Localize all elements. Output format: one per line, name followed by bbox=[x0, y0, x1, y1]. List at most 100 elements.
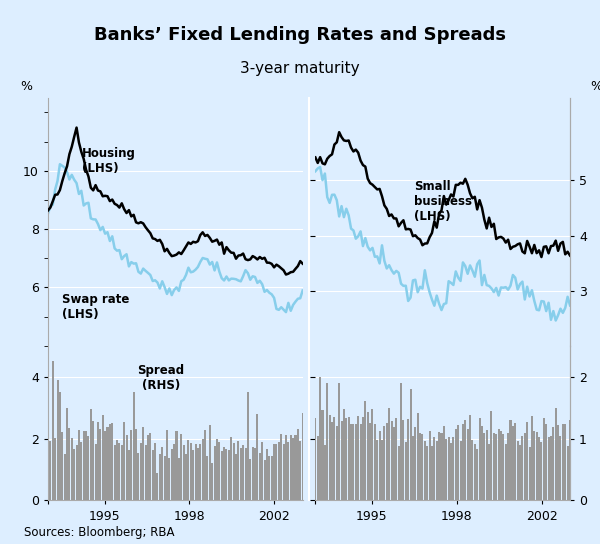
Bar bbox=[157, 473, 158, 500]
Bar bbox=[145, 445, 146, 500]
Bar bbox=[476, 449, 478, 500]
Bar bbox=[192, 450, 194, 500]
Text: Small
business
(LHS): Small business (LHS) bbox=[415, 181, 472, 224]
Bar bbox=[393, 427, 395, 500]
Bar bbox=[204, 430, 206, 500]
Bar bbox=[100, 429, 101, 500]
Bar bbox=[569, 421, 571, 500]
Bar bbox=[524, 433, 526, 500]
Bar bbox=[566, 446, 569, 500]
Bar bbox=[166, 430, 168, 500]
Bar bbox=[431, 446, 433, 500]
Bar bbox=[123, 422, 125, 500]
Bar bbox=[83, 431, 85, 500]
Bar bbox=[400, 383, 402, 500]
Bar bbox=[331, 422, 333, 500]
Bar bbox=[106, 428, 109, 500]
Bar bbox=[78, 430, 80, 500]
Bar bbox=[221, 450, 223, 500]
Bar bbox=[109, 424, 111, 500]
Bar bbox=[500, 431, 502, 500]
Bar bbox=[317, 436, 319, 500]
Bar bbox=[245, 448, 247, 500]
Bar bbox=[507, 433, 509, 500]
Bar bbox=[462, 424, 464, 500]
Bar bbox=[343, 409, 345, 500]
Bar bbox=[505, 444, 507, 500]
Bar bbox=[445, 440, 447, 500]
Bar bbox=[104, 431, 106, 500]
Bar bbox=[266, 449, 268, 500]
Bar bbox=[169, 458, 170, 500]
Bar bbox=[54, 438, 56, 500]
Bar bbox=[362, 417, 364, 500]
Bar bbox=[218, 442, 220, 500]
Bar bbox=[230, 437, 232, 500]
Bar bbox=[259, 453, 261, 500]
Bar bbox=[152, 450, 154, 500]
Bar bbox=[223, 447, 225, 500]
Bar bbox=[350, 424, 352, 500]
Bar bbox=[56, 380, 59, 500]
Bar bbox=[125, 435, 128, 500]
Bar bbox=[531, 416, 533, 500]
Bar bbox=[371, 409, 373, 500]
Bar bbox=[438, 432, 440, 500]
Bar bbox=[448, 437, 449, 500]
Bar bbox=[450, 443, 452, 500]
Text: %: % bbox=[590, 80, 600, 93]
Bar bbox=[345, 418, 347, 500]
Bar bbox=[187, 441, 190, 500]
Bar bbox=[271, 456, 273, 500]
Bar bbox=[278, 442, 280, 500]
Bar bbox=[472, 440, 473, 500]
Bar bbox=[118, 443, 121, 500]
Bar bbox=[113, 445, 116, 500]
Bar bbox=[322, 410, 323, 500]
Bar bbox=[161, 447, 163, 500]
Bar bbox=[147, 435, 149, 500]
Bar bbox=[357, 416, 359, 500]
Bar bbox=[178, 458, 180, 500]
Bar bbox=[240, 448, 242, 500]
Bar bbox=[543, 418, 545, 500]
Bar bbox=[376, 440, 378, 500]
Bar bbox=[521, 436, 523, 500]
Bar bbox=[383, 426, 385, 500]
Bar bbox=[497, 429, 500, 500]
Bar bbox=[386, 423, 388, 500]
Bar bbox=[493, 433, 495, 500]
Bar bbox=[242, 444, 244, 500]
Bar bbox=[564, 424, 566, 500]
Bar bbox=[367, 412, 369, 500]
Bar bbox=[287, 442, 289, 500]
Bar bbox=[285, 435, 287, 500]
Bar bbox=[197, 448, 199, 500]
Text: Swap rate
(LHS): Swap rate (LHS) bbox=[62, 293, 130, 321]
Bar bbox=[171, 449, 173, 500]
Bar bbox=[273, 444, 275, 500]
Bar bbox=[135, 429, 137, 500]
Bar bbox=[485, 430, 488, 500]
Bar bbox=[490, 411, 493, 500]
Bar bbox=[398, 447, 400, 500]
Bar bbox=[455, 429, 457, 500]
Bar bbox=[97, 422, 99, 500]
Bar bbox=[180, 434, 182, 500]
Bar bbox=[512, 426, 514, 500]
Bar bbox=[488, 444, 490, 500]
Bar bbox=[338, 383, 340, 500]
Text: Housing
(LHS): Housing (LHS) bbox=[82, 147, 136, 176]
Bar bbox=[545, 424, 547, 500]
Bar bbox=[299, 441, 301, 500]
Bar bbox=[290, 435, 292, 500]
Bar bbox=[517, 441, 518, 500]
Bar bbox=[263, 460, 266, 500]
Bar bbox=[254, 448, 256, 500]
Bar bbox=[412, 436, 414, 500]
Bar bbox=[185, 454, 187, 500]
Bar bbox=[76, 445, 77, 500]
Bar bbox=[64, 454, 65, 500]
Bar bbox=[421, 434, 424, 500]
Bar bbox=[464, 420, 466, 500]
